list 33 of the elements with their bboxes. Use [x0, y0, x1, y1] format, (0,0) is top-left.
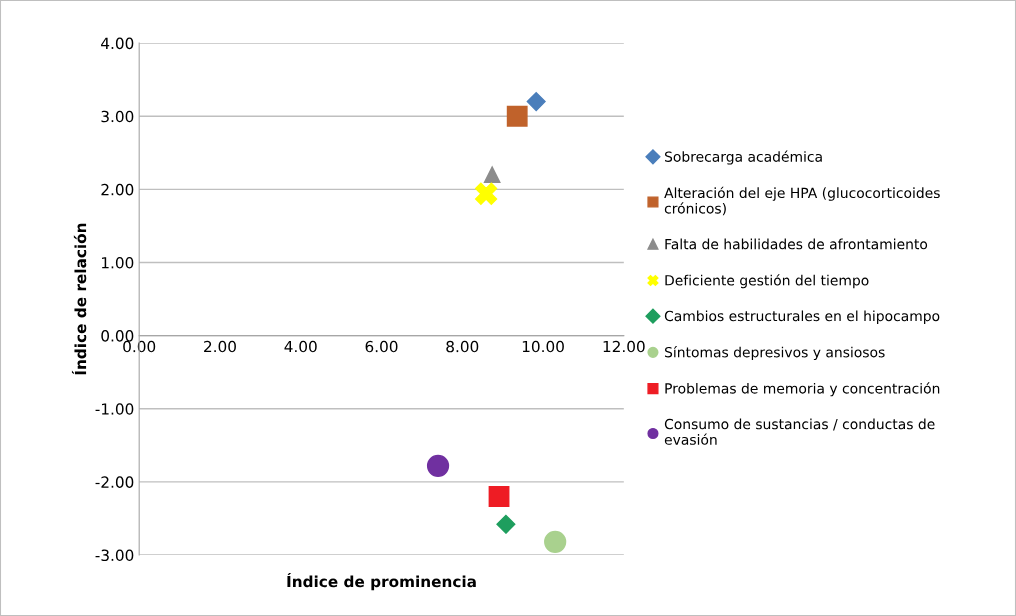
point [483, 166, 501, 184]
x-tick-label: 6.00 [365, 340, 398, 353]
x-tick-label: 0.00 [123, 340, 156, 353]
legend-label: Deficiente gestión del tiempo [665, 274, 869, 289]
x-tick-label: 4.00 [284, 340, 317, 353]
point [544, 530, 567, 553]
point [526, 92, 546, 112]
y-tick-label: 4.00 [101, 37, 134, 50]
y-tick-label: 3.00 [101, 110, 134, 123]
legend-label: Cambios estructurales en el hipocampo [664, 310, 940, 324]
y-tick-label: 1.00 [101, 256, 134, 269]
point [506, 105, 528, 127]
point [426, 454, 450, 477]
x-tick-label: 12.00 [603, 340, 645, 353]
y-tick-label: -1.00 [95, 403, 134, 415]
x-axis-title: Índice de prominencia [287, 572, 476, 591]
x-tick-label: 2.00 [204, 340, 236, 353]
point [474, 182, 498, 205]
y-tick-label: 2.00 [101, 183, 134, 196]
x-tick-label: 8.00 [446, 340, 479, 353]
legend-label: Alteración del eje HPA (glucocorticoides crónicos) [664, 186, 940, 216]
y-tick-label: -2.00 [95, 476, 134, 488]
legend-label: Falta de habilidades de afrontamiento [665, 238, 928, 250]
x-tick-label: 10.00 [522, 340, 564, 353]
point [488, 486, 510, 507]
point [496, 514, 516, 534]
legend-label: Sobrecarga académica [664, 150, 822, 165]
legend-label: Síntomas depresivos y ansiosos [664, 346, 885, 361]
y-tick-label: -3.00 [95, 549, 134, 562]
legend-label: Consumo de sustancias / conductas de evasión [664, 418, 935, 445]
y-tick-label: 0.00 [101, 330, 134, 342]
y-axis-title: Índice de relación [71, 223, 87, 375]
legend-label: Problemas de memoria y concentración [665, 382, 940, 397]
